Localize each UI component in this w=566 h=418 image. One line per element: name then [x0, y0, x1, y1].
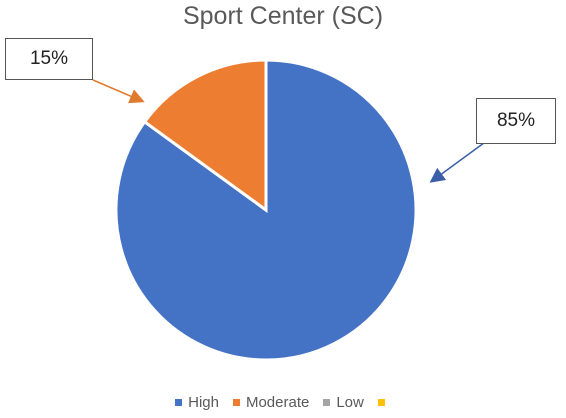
legend-swatch-low	[323, 399, 331, 406]
legend-swatch-high	[175, 399, 183, 406]
chart-title: Sport Center (SC)	[182, 2, 384, 30]
data-label-high: 85%	[476, 98, 556, 144]
legend-item-unnamed	[377, 394, 391, 411]
legend-label-low: Low	[336, 394, 364, 411]
legend-item-low: Low	[323, 394, 364, 411]
legend-swatch-moderate	[232, 399, 240, 406]
legend-item-high: High	[175, 394, 219, 411]
leader-line-15	[92, 79, 145, 104]
legend-label-high: High	[188, 394, 219, 411]
pie-slice-moderate	[142, 58, 268, 213]
legend-item-moderate: Moderate	[232, 394, 310, 411]
legend-swatch-unnamed	[377, 399, 385, 406]
legend: High Moderate Low	[0, 394, 566, 411]
leader-line-85	[429, 139, 489, 183]
data-label-moderate: 15%	[5, 38, 93, 80]
legend-label-moderate: Moderate	[245, 394, 310, 411]
